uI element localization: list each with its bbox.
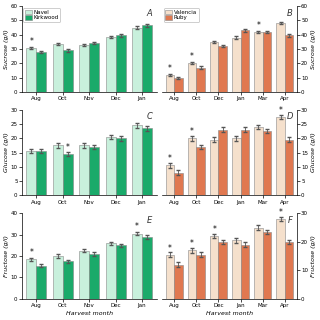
Bar xyxy=(196,255,205,299)
Text: *: * xyxy=(257,21,260,30)
Bar xyxy=(63,154,73,195)
Bar xyxy=(132,234,142,299)
Bar xyxy=(232,138,241,195)
Bar xyxy=(210,42,219,92)
Text: *: * xyxy=(29,37,33,46)
Legend: Navel, Kirkwood: Navel, Kirkwood xyxy=(23,8,60,22)
Bar xyxy=(53,44,63,92)
Bar xyxy=(166,255,174,299)
Bar xyxy=(166,165,174,195)
Bar xyxy=(254,32,263,92)
Bar xyxy=(285,140,293,195)
Bar xyxy=(174,265,183,299)
Text: *: * xyxy=(190,239,194,248)
Bar xyxy=(79,145,89,195)
Bar xyxy=(210,140,219,195)
Legend: Valencia, Ruby: Valencia, Ruby xyxy=(164,8,199,22)
Bar xyxy=(241,245,249,299)
Bar xyxy=(36,52,46,92)
Bar xyxy=(63,51,73,92)
Text: B: B xyxy=(287,9,293,18)
Bar xyxy=(142,25,152,92)
Bar xyxy=(254,127,263,195)
Y-axis label: Fructose (g/l): Fructose (g/l) xyxy=(4,235,9,277)
Text: *: * xyxy=(168,64,172,73)
Bar xyxy=(142,237,152,299)
Text: *: * xyxy=(212,225,216,234)
Bar xyxy=(219,130,227,195)
Bar xyxy=(263,32,271,92)
Bar xyxy=(210,236,219,299)
Bar xyxy=(263,131,271,195)
Bar xyxy=(26,259,36,299)
Bar xyxy=(276,219,285,299)
Bar xyxy=(26,48,36,92)
Bar xyxy=(26,151,36,195)
Bar xyxy=(106,243,116,299)
Text: C: C xyxy=(147,112,153,121)
Bar xyxy=(106,137,116,195)
Bar xyxy=(232,240,241,299)
Bar xyxy=(79,251,89,299)
Bar xyxy=(219,46,227,92)
Bar xyxy=(166,75,174,92)
Bar xyxy=(188,138,196,195)
Bar xyxy=(174,78,183,92)
Bar xyxy=(196,68,205,92)
Text: *: * xyxy=(168,154,172,163)
Bar xyxy=(132,125,142,195)
Bar xyxy=(63,261,73,299)
Bar xyxy=(142,128,152,195)
Bar xyxy=(89,43,99,92)
Bar xyxy=(232,37,241,92)
Text: *: * xyxy=(279,208,283,217)
Text: *: * xyxy=(168,244,172,252)
Bar xyxy=(36,151,46,195)
Bar xyxy=(132,28,142,92)
Text: E: E xyxy=(147,216,153,225)
Text: *: * xyxy=(190,52,194,61)
Bar xyxy=(116,245,126,299)
Text: F: F xyxy=(288,216,293,225)
Bar xyxy=(241,130,249,195)
Bar xyxy=(188,63,196,92)
Bar xyxy=(219,242,227,299)
Bar xyxy=(254,228,263,299)
Bar xyxy=(196,147,205,195)
Bar xyxy=(116,36,126,92)
Bar xyxy=(89,254,99,299)
Bar xyxy=(285,242,293,299)
Bar xyxy=(53,256,63,299)
Bar xyxy=(116,138,126,195)
X-axis label: Harvest month: Harvest month xyxy=(66,311,113,316)
Y-axis label: Glucose (g/l): Glucose (g/l) xyxy=(311,132,316,172)
Bar xyxy=(106,37,116,92)
Bar xyxy=(276,117,285,195)
Bar xyxy=(174,172,183,195)
Text: D: D xyxy=(286,112,293,121)
X-axis label: Harvest month: Harvest month xyxy=(206,311,253,316)
Text: *: * xyxy=(66,143,70,152)
Bar xyxy=(36,266,46,299)
Text: *: * xyxy=(190,127,194,136)
Y-axis label: Sucrose (g/l): Sucrose (g/l) xyxy=(4,29,9,69)
Text: A: A xyxy=(147,9,153,18)
Y-axis label: Sucrose (g/l): Sucrose (g/l) xyxy=(311,29,316,69)
Bar xyxy=(285,36,293,92)
Text: *: * xyxy=(135,222,139,231)
Y-axis label: Glucose (g/l): Glucose (g/l) xyxy=(4,132,9,172)
Bar xyxy=(89,147,99,195)
Bar xyxy=(241,30,249,92)
Bar xyxy=(263,232,271,299)
Bar xyxy=(53,145,63,195)
Text: *: * xyxy=(279,106,283,115)
Bar xyxy=(188,250,196,299)
Bar xyxy=(276,23,285,92)
Bar xyxy=(79,45,89,92)
Text: *: * xyxy=(29,248,33,257)
Y-axis label: Fructose (g/l): Fructose (g/l) xyxy=(311,235,316,277)
